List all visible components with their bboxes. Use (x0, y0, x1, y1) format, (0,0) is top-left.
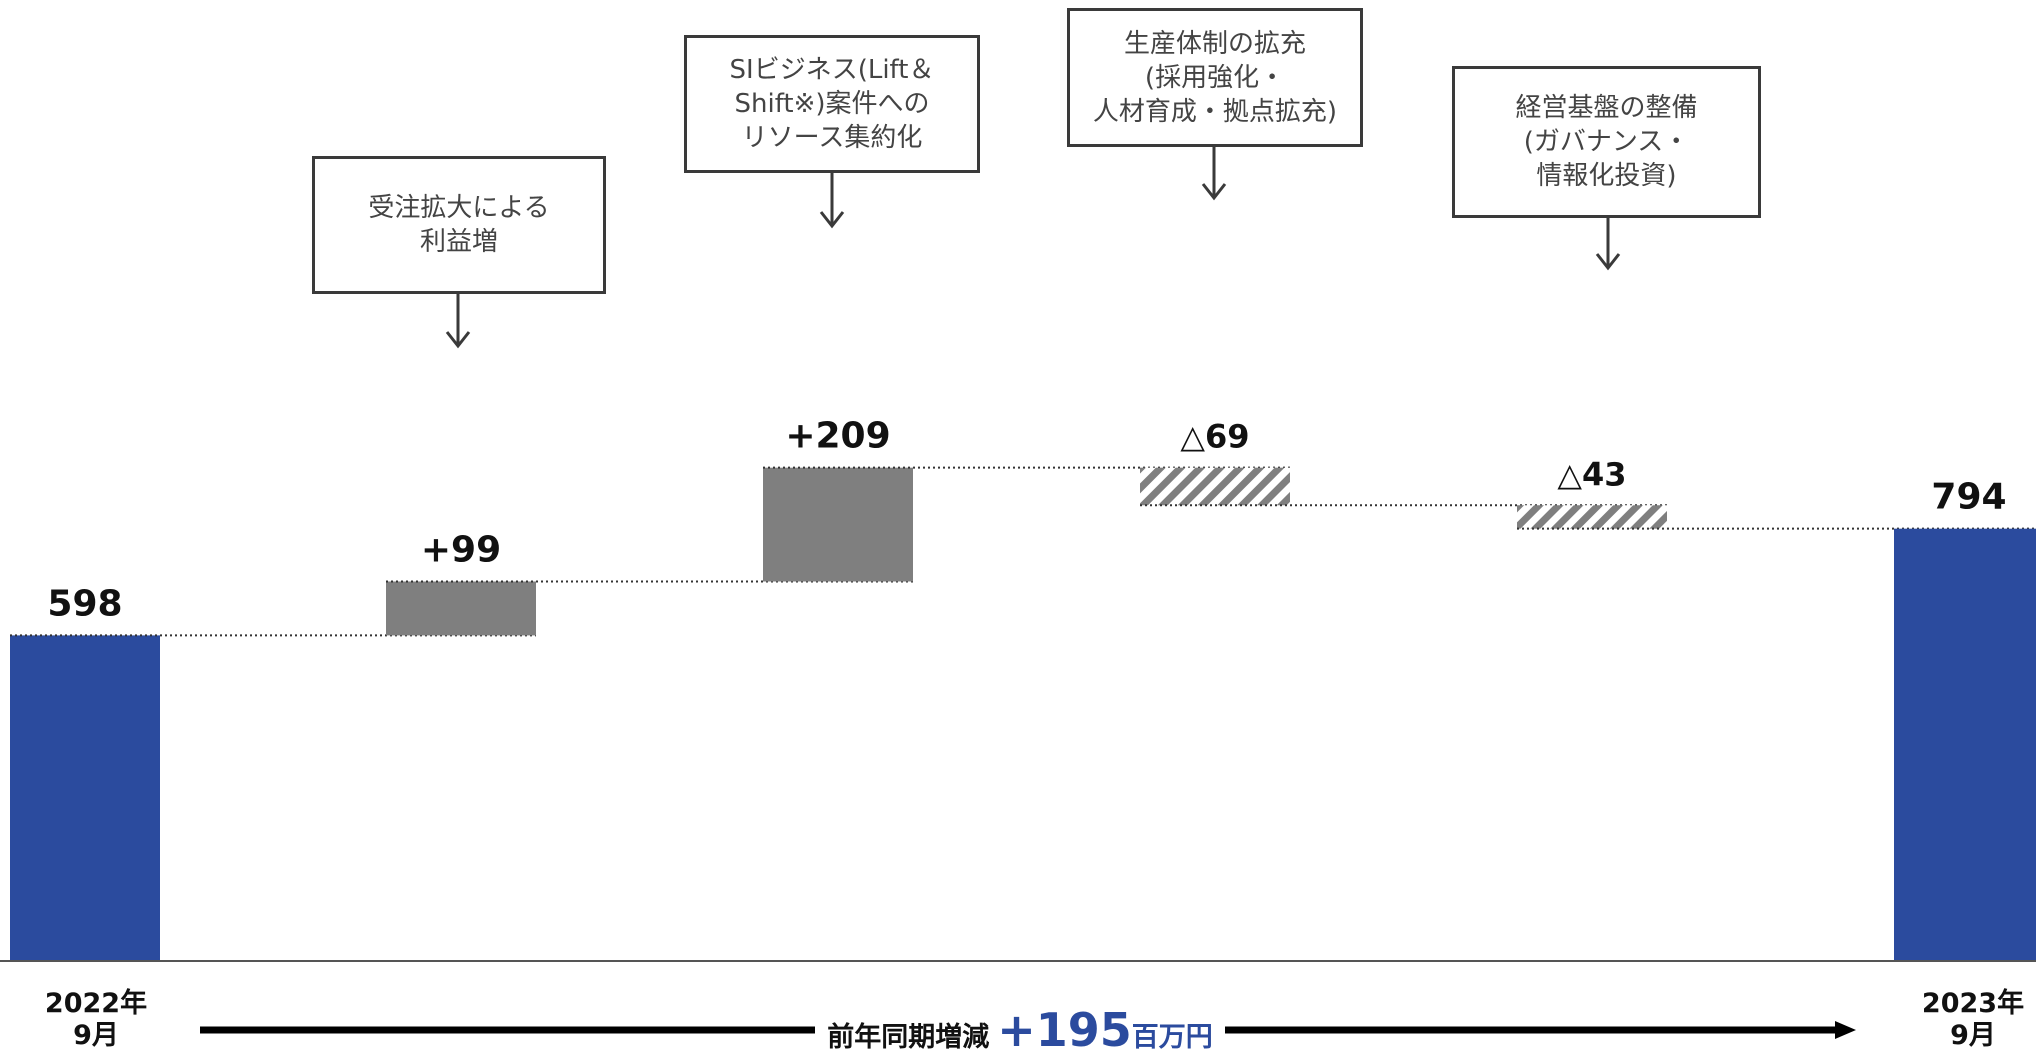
bar-2023-sep (1894, 528, 2036, 961)
yoy-change-label: 前年同期増減 (827, 1022, 990, 1053)
callout-production-system: 生産体制の拡充 (採用強化・ 人材育成・拠点拡充) (1067, 8, 1363, 147)
callout-management-base: 経営基盤の整備 (ガバナンス・ 情報化投資) (1452, 66, 1761, 218)
bar-management-base-value-label: △43 (1557, 455, 1626, 493)
bar-order-expansion-value-label: +99 (421, 529, 501, 570)
callout-arrow (445, 294, 471, 349)
yoy-change-summary: 前年同期増減 +195 百万円 (815, 1003, 1225, 1057)
bar-si-business-value-label: +209 (785, 416, 890, 457)
bar-production-system (1140, 467, 1290, 506)
end-period-label: 2023年 9月 (1921, 988, 2025, 1051)
callout-order-expansion: 受注拡大による 利益増 (312, 156, 606, 294)
yoy-change-unit: 百万円 (1131, 1022, 1213, 1053)
start-period-label: 2022年 9月 (44, 988, 148, 1051)
bar-order-expansion (386, 581, 536, 636)
bar-si-business (763, 467, 913, 582)
yoy-change-value: +195 (997, 1003, 1132, 1057)
callout-arrow (1595, 218, 1621, 271)
callout-arrow (1201, 147, 1227, 201)
bar-2022-sep (10, 635, 160, 961)
callout-si-business: SIビジネス(Lift＆ Shift※)案件への リソース集約化 (684, 35, 980, 173)
bar-2022-sep-value-label: 598 (47, 583, 122, 624)
bar-2023-sep-value-label: 794 (1931, 477, 2006, 518)
bar-management-base (1517, 505, 1667, 529)
bar-production-system-value-label: △69 (1180, 418, 1249, 456)
callout-arrow (819, 173, 845, 229)
